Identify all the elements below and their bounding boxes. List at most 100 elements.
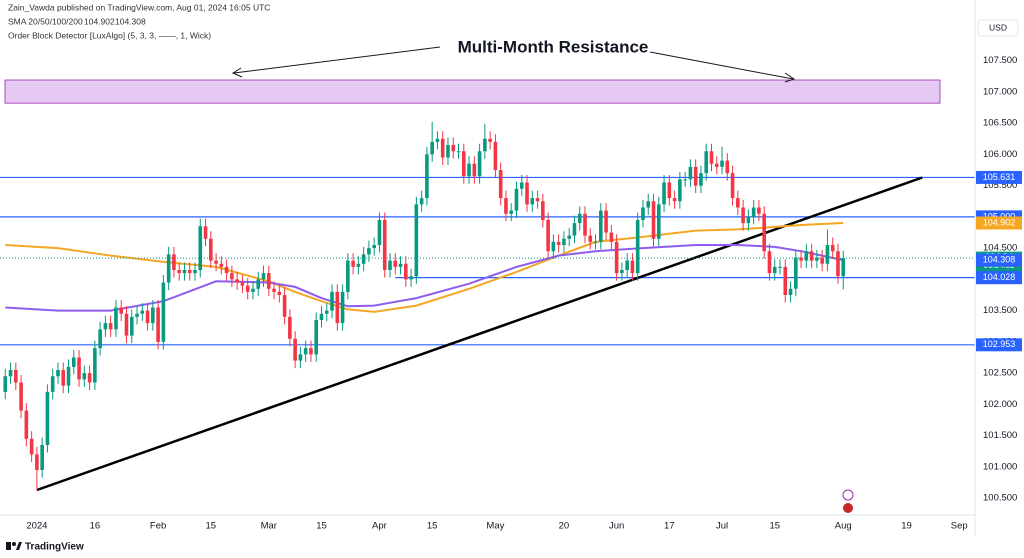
event-icon[interactable] (843, 503, 853, 513)
candle-body (435, 138, 440, 142)
candle-body (509, 210, 514, 214)
candle-body (114, 307, 118, 330)
candle-body (783, 266, 788, 295)
candle-body (56, 370, 60, 377)
x-tick-label: 20 (559, 521, 570, 532)
axes: 100.500101.000101.500102.000102.500103.0… (26, 40, 1024, 532)
candle-body (551, 241, 556, 252)
sma-tag: 104.308 (983, 255, 1016, 265)
candle-body (525, 182, 529, 205)
candle-body (714, 163, 719, 167)
candle-body (135, 313, 139, 317)
candle-body (61, 370, 66, 386)
candle-body (224, 266, 229, 274)
candle-body (8, 370, 13, 377)
candle-body (799, 257, 803, 261)
candle-body (414, 204, 419, 277)
candle-body (335, 291, 340, 324)
y-tick-label: 107.000 (983, 86, 1017, 97)
candle-body (451, 145, 456, 152)
candle-body (50, 376, 55, 392)
x-tick-label: Sep (951, 521, 968, 532)
candle-body (767, 251, 772, 274)
candle-body (794, 257, 798, 289)
candle-body (45, 391, 50, 445)
candle-body (193, 270, 197, 274)
candle-body (245, 285, 250, 292)
candle-body (319, 313, 324, 320)
candle-body (108, 323, 113, 330)
legend-value: 104.902 (84, 16, 115, 26)
candle-body (419, 198, 424, 205)
candle-body (124, 313, 129, 336)
candle-body (514, 188, 519, 211)
candle-body (430, 141, 434, 155)
candle-body (230, 273, 234, 280)
candle-body (298, 354, 303, 361)
candle-body (367, 248, 371, 255)
candle-body (683, 179, 687, 181)
indicator-label: SMA 20/50/100/200 (8, 16, 83, 26)
x-tick-label: 19 (901, 521, 912, 532)
candle-body (815, 257, 819, 261)
candle-body (140, 310, 145, 314)
level-tag: 102.953 (983, 339, 1016, 349)
candle-body (119, 307, 124, 314)
brand-logo (6, 542, 22, 550)
y-tick-label: 103.500 (983, 305, 1017, 316)
candle-body (836, 251, 840, 277)
candle-body (530, 198, 535, 205)
y-tick-label: 101.500 (983, 430, 1017, 441)
candle-body (382, 220, 387, 270)
candle-body (103, 323, 108, 330)
candle-body (377, 220, 382, 245)
candle-body (656, 204, 661, 239)
candle-body (71, 357, 76, 367)
candle-body (535, 198, 540, 202)
candle-body (3, 376, 8, 392)
candle-body (398, 263, 403, 267)
candle-body (214, 260, 218, 264)
logo-part (16, 542, 22, 550)
x-tick-label: 17 (664, 521, 675, 532)
candle-body (330, 291, 334, 311)
candle-body (446, 145, 450, 158)
candle-body (314, 320, 319, 355)
candle-body (630, 260, 635, 274)
event-icon[interactable] (842, 489, 854, 501)
candle-body (14, 370, 18, 383)
candle-body (646, 201, 651, 208)
x-tick-label: Jul (716, 521, 728, 532)
candle-body (19, 382, 23, 411)
currency[interactable]: USD (989, 22, 1007, 32)
candle-body (182, 270, 187, 274)
x-tick-label: Mar (261, 521, 277, 532)
x-tick-label: Apr (372, 521, 387, 532)
candle-body (151, 307, 155, 324)
candle-body (82, 373, 87, 380)
candle-body (483, 138, 487, 152)
candle-body (472, 163, 477, 177)
candle-body (493, 141, 498, 170)
y-tick-label: 106.000 (983, 149, 1017, 160)
candle-body (667, 182, 672, 199)
candle-body (209, 238, 213, 261)
candle-body (704, 151, 709, 174)
candle-body (166, 254, 171, 283)
candle-body (93, 348, 97, 383)
candle-body (66, 366, 71, 386)
candle-body (841, 258, 846, 277)
candle-body (35, 454, 39, 470)
candle-body (145, 310, 150, 324)
candle-body (324, 310, 329, 314)
candle-body (736, 198, 740, 208)
candle-body (567, 235, 571, 239)
sma-tag: 104.902 (983, 217, 1016, 227)
sma-line (5, 222, 844, 313)
currency-box[interactable] (977, 19, 1019, 37)
candle-body (129, 316, 134, 336)
indicator-label: Order Block Detector [LuxAlgo] (5, 3, 3,… (8, 30, 211, 40)
candle-body (219, 263, 224, 267)
candle-body (203, 226, 208, 239)
sma-tag-bg (976, 216, 1022, 230)
